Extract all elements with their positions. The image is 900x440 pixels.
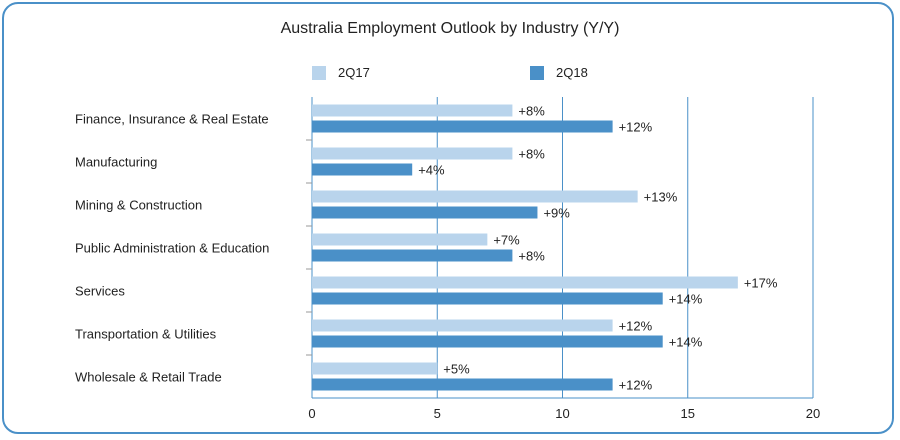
data-label-2q17-5: +12% bbox=[619, 319, 653, 334]
legend-item-2q17: 2Q17 bbox=[312, 65, 370, 80]
bar-2q18-3 bbox=[312, 249, 513, 262]
category-label-0: Finance, Insurance & Real Estate bbox=[75, 112, 269, 127]
x-tick-label-1: 5 bbox=[434, 406, 441, 421]
data-label-2q18-1: +4% bbox=[418, 163, 445, 178]
data-label-2q18-4: +14% bbox=[669, 292, 703, 307]
data-label-2q18-6: +12% bbox=[619, 378, 653, 393]
x-tick-label-2: 10 bbox=[555, 406, 569, 421]
category-label-5: Transportation & Utilities bbox=[75, 327, 217, 342]
bar-2q18-2 bbox=[312, 206, 538, 219]
category-label-2: Mining & Construction bbox=[75, 198, 202, 213]
bar-2q17-0 bbox=[312, 104, 513, 117]
chart-title: Australia Employment Outlook by Industry… bbox=[280, 20, 620, 37]
legend-item-2q18: 2Q18 bbox=[530, 65, 588, 80]
category-label-6: Wholesale & Retail Trade bbox=[75, 370, 222, 385]
bar-2q18-0 bbox=[312, 120, 613, 133]
category-label-1: Manufacturing bbox=[75, 155, 157, 170]
data-label-2q17-0: +8% bbox=[518, 104, 545, 119]
data-label-2q17-1: +8% bbox=[518, 147, 545, 162]
bar-2q18-5 bbox=[312, 335, 663, 348]
data-label-2q18-2: +9% bbox=[543, 206, 570, 221]
data-label-2q17-2: +13% bbox=[644, 190, 678, 205]
data-label-2q18-0: +12% bbox=[619, 120, 653, 135]
category-label-3: Public Administration & Education bbox=[75, 241, 269, 256]
chart-frame bbox=[2, 2, 894, 434]
bar-2q17-1 bbox=[312, 147, 513, 160]
legend-swatch-2q18 bbox=[530, 65, 544, 80]
data-label-2q18-3: +8% bbox=[518, 249, 545, 264]
bar-2q18-1 bbox=[312, 163, 413, 176]
x-tick-label-3: 15 bbox=[681, 406, 695, 421]
bar-2q17-4 bbox=[312, 276, 738, 289]
legend-swatch-2q17 bbox=[312, 65, 326, 80]
bar-2q18-6 bbox=[312, 378, 613, 391]
x-tick-label-4: 20 bbox=[806, 406, 820, 421]
bar-2q17-2 bbox=[312, 190, 638, 203]
data-label-2q17-4: +17% bbox=[744, 276, 778, 291]
bar-2q17-3 bbox=[312, 233, 488, 246]
bar-2q18-4 bbox=[312, 292, 663, 305]
data-label-2q18-5: +14% bbox=[669, 335, 703, 350]
bar-2q17-5 bbox=[312, 319, 613, 332]
legend-label-2q17: 2Q17 bbox=[338, 65, 370, 80]
bar-2q17-6 bbox=[312, 362, 438, 375]
x-tick-label-0: 0 bbox=[308, 406, 315, 421]
data-label-2q17-3: +7% bbox=[493, 233, 520, 248]
legend-label-2q18: 2Q18 bbox=[556, 65, 588, 80]
category-label-4: Services bbox=[75, 284, 125, 299]
data-label-2q17-6: +5% bbox=[443, 362, 470, 377]
